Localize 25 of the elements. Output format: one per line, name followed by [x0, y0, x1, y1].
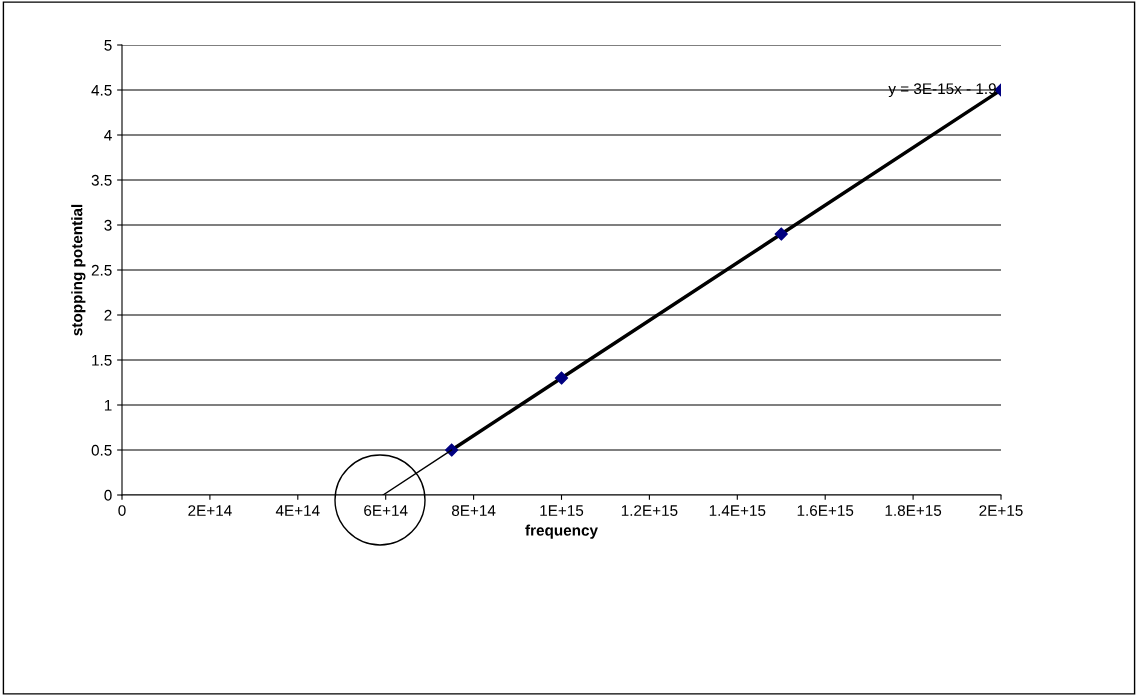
x-tick-label: 2E+14 [188, 505, 232, 516]
y-tick-label: 4.5 [91, 85, 112, 96]
x-tick-label: 1.4E+15 [709, 505, 766, 516]
x-tick-label: 1.8E+15 [885, 505, 942, 516]
x-tick-label: 1E+15 [540, 505, 584, 516]
y-tick-label: 1 [104, 400, 112, 411]
x-tick-label: 1.6E+15 [797, 505, 854, 516]
y-tick-label: 5 [104, 40, 112, 51]
y-tick-label: 2 [104, 309, 112, 321]
y-axis-title: stopping potential [71, 204, 86, 336]
y-tick-label: 0.5 [91, 444, 112, 456]
x-tick-label: 8E+14 [451, 505, 496, 516]
x-tick-label: 6E+14 [364, 505, 408, 516]
x-axis-title: frequency [525, 524, 598, 539]
x-tick-label: 2E+15 [979, 505, 1023, 516]
x-tick-label: 1.2E+15 [621, 505, 678, 516]
y-tick-label: 2.5 [91, 264, 112, 276]
x-tick-label: 4E+14 [275, 505, 320, 516]
x-tick-label: 0 [118, 505, 126, 516]
annotation: y = 3E-15x - 1.9 [888, 83, 996, 98]
y-tick-label: 1.5 [92, 355, 112, 366]
y-tick-label: 4 [104, 130, 112, 141]
y-tick-label: 3.5 [91, 174, 112, 186]
y-tick-label: 3 [104, 219, 112, 231]
y-tick-label: 0 [104, 489, 112, 501]
